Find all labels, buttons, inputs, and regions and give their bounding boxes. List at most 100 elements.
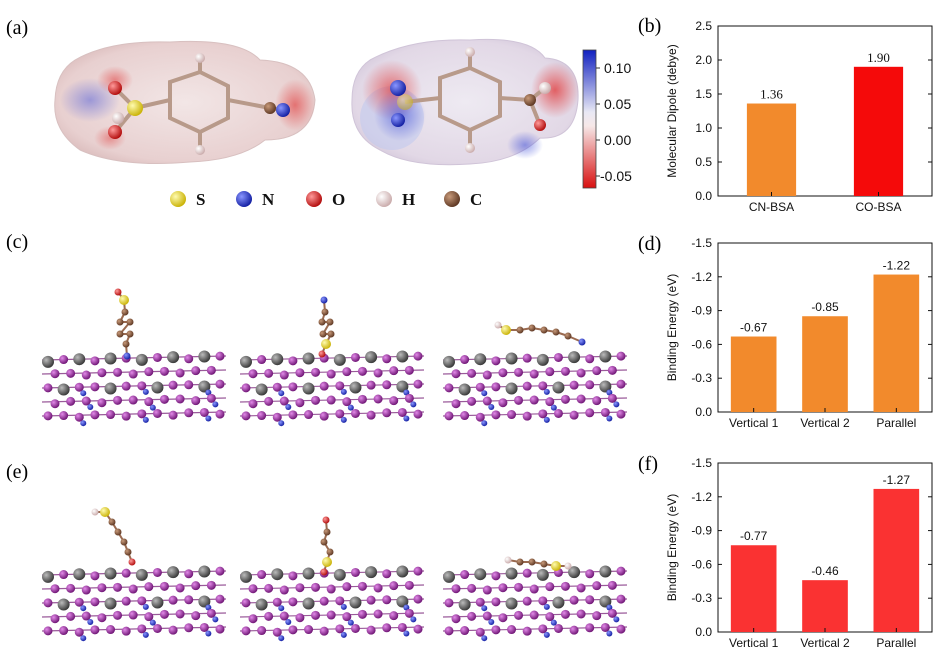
slab-atom [66,396,76,406]
y-tick-label: -0.6 [691,557,712,571]
slab-atom [514,395,524,405]
slab-atom [205,415,212,422]
slab-atom [206,608,216,618]
slab-atom [137,409,147,419]
slab-atom [613,616,620,623]
slab-c3 [442,350,628,427]
slab-atom [295,398,305,408]
molecule-atom [120,538,128,546]
slab-atom [80,635,87,642]
slab-atom [389,366,399,376]
slab-atom [599,595,612,608]
slab-atom [264,611,274,621]
slab-atom [142,603,149,610]
slab-atom [59,355,69,365]
slab-atom [319,381,329,391]
slab-atom [121,381,131,391]
slab-atom [272,627,282,637]
slab-atom [460,570,470,580]
slab-atom [326,369,336,379]
slab-atom [350,408,360,418]
panel-label-e: (e) [6,461,28,483]
slab-atom [599,380,612,393]
slab-atom [514,582,524,592]
atom-legend-label: H [402,190,415,209]
slab-atom [600,407,610,417]
slab-atom [333,568,346,581]
chart-molecular-dipole: 0.0 0.5 1.0 1.5 2.0 2.5 Molecular Dipole (deby… [665,19,933,214]
slab-atom [553,408,563,418]
atom-legend-swatch [170,191,186,207]
slab-atom [585,569,595,579]
slab-bond [442,383,628,389]
slab-atom [538,409,548,419]
panel-label-b: (b) [638,15,661,37]
y-tick-label: 1.0 [695,121,712,135]
slab-atom [90,356,100,366]
slab-atom [576,609,586,619]
slab-atom [149,619,156,626]
slab-atom [553,352,563,362]
atom-legend: S N O H C [170,190,482,209]
slab-atom [460,355,470,365]
molecule-atom [318,318,326,326]
slab-atom [397,407,407,417]
slab-atom [215,566,225,576]
slab-atom [397,622,407,632]
slab-atom [475,627,485,637]
slab-atom [73,353,86,366]
slab-atom [350,567,360,577]
molecule-atom [321,308,329,316]
slab-atom [50,369,60,379]
slab-atom [302,352,315,365]
slab-atom [288,625,298,635]
slab-atom [491,356,501,366]
slab-atom [498,368,508,378]
slab-atom [552,381,565,394]
slab-atom [543,388,550,395]
x-tick-label: Parallel [876,416,916,430]
y-tick-label: 2.5 [695,19,712,33]
slab-atom [302,382,315,395]
slab-atom [168,595,178,605]
slab-atom [184,408,194,418]
panel-label-f: (f) [638,453,658,475]
slab-atom [90,410,100,420]
slab-atom [382,623,392,633]
bar-value-label: -0.46 [811,564,839,578]
slab-atom [272,382,282,392]
slab-atom [257,411,267,421]
slab-atom [491,382,501,392]
slab-atom [592,581,602,591]
slab-atom [538,381,548,391]
bar-value-label: -0.67 [740,321,768,335]
slab-atom [404,393,414,403]
slab-atom [128,584,138,594]
molecule-atom [326,318,334,326]
slab-atom [113,610,123,620]
slab-atom [514,610,524,620]
slab-atom [458,383,471,396]
slab-atom [536,568,549,581]
slab-atom [481,605,488,612]
y-tick-label: -1.2 [691,490,712,504]
slab-atom [152,623,162,633]
molecule-atom [552,328,560,336]
slab-atom [444,626,454,636]
molecule-atom [320,568,328,576]
slab-atom [413,379,423,389]
slab-atom [311,395,321,405]
atom-legend-label: O [332,190,345,209]
slab-atom [278,390,285,397]
slab-atom [536,353,549,366]
molecule-atom [319,330,327,338]
slab-atom [241,411,251,421]
slab-atom [560,366,570,376]
slab-atom [199,407,209,417]
slab-atom [326,610,336,620]
bar [873,488,920,632]
y-tick-label: 0.0 [695,189,712,203]
colorbar-tick: 0.05 [604,96,631,112]
slab-atom [142,416,149,423]
bar-value-label: 1.36 [760,87,783,102]
